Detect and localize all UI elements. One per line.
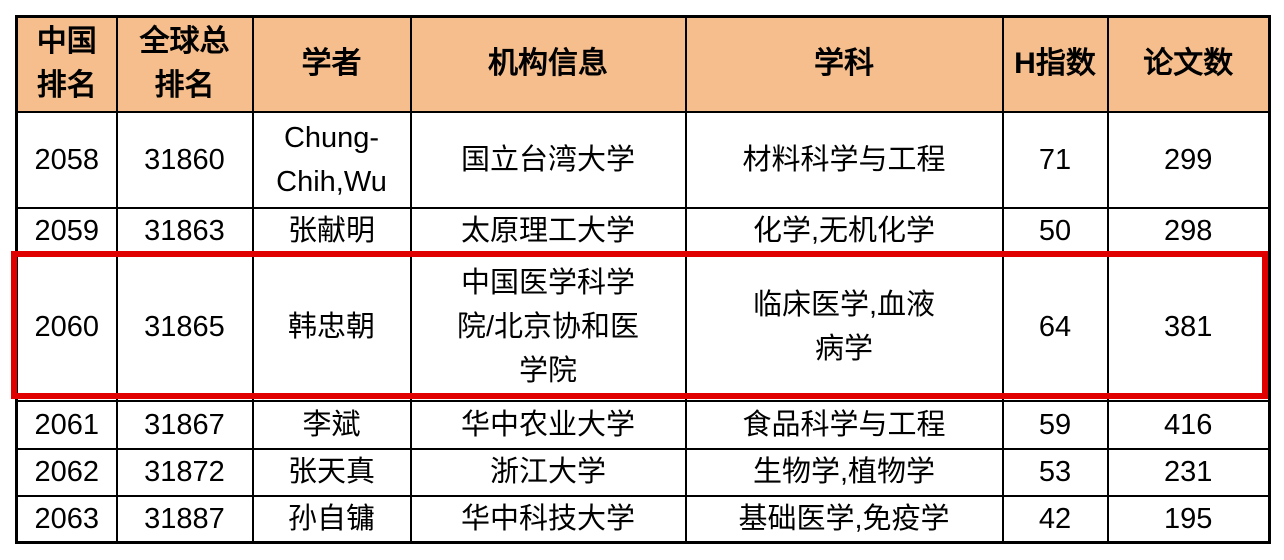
cell-cn-rank: 2060 bbox=[15, 252, 118, 402]
cell-cn-rank: 2063 bbox=[15, 494, 118, 543]
cell-discipline: 材料科学与工程 bbox=[684, 110, 1004, 209]
table-row: 2058 31860 Chung- Chih,Wu 国立台湾大学 材料科学与工程… bbox=[15, 110, 1271, 209]
cell-scholar: 李斌 bbox=[251, 399, 412, 450]
cell-global-rank: 31872 bbox=[115, 447, 254, 497]
cell-global-rank: 31867 bbox=[115, 399, 254, 450]
col-header-discipline: 学科 bbox=[684, 15, 1004, 113]
cell-discipline: 食品科学与工程 bbox=[684, 399, 1004, 450]
cell-cn-rank: 2062 bbox=[15, 447, 118, 497]
cell-institution: 太原理工大学 bbox=[409, 206, 687, 255]
cell-global-rank: 31860 bbox=[115, 110, 254, 209]
cell-discipline: 生物学,植物学 bbox=[684, 447, 1004, 497]
cell-cn-rank: 2058 bbox=[15, 110, 118, 209]
cell-scholar: 韩忠朝 bbox=[251, 252, 412, 402]
cell-h-index: 59 bbox=[1001, 399, 1109, 450]
cell-global-rank: 31887 bbox=[115, 494, 254, 543]
cell-h-index: 71 bbox=[1001, 110, 1109, 209]
cell-scholar: 张献明 bbox=[251, 206, 412, 255]
cell-discipline: 基础医学,免疫学 bbox=[684, 494, 1004, 543]
cell-papers: 381 bbox=[1106, 252, 1271, 402]
cell-institution: 华中农业大学 bbox=[409, 399, 687, 450]
col-header-papers: 论文数 bbox=[1106, 15, 1271, 113]
table-row: 2061 31867 李斌 华中农业大学 食品科学与工程 59 416 bbox=[15, 399, 1271, 450]
cell-institution: 华中科技大学 bbox=[409, 494, 687, 543]
cell-scholar: 孙自镛 bbox=[251, 494, 412, 543]
cell-institution: 中国医学科学 院/北京协和医 学院 bbox=[409, 252, 687, 402]
cell-cn-rank: 2059 bbox=[15, 206, 118, 255]
col-header-h-index: H指数 bbox=[1001, 15, 1109, 113]
cell-scholar: 张天真 bbox=[251, 447, 412, 497]
col-header-institution: 机构信息 bbox=[409, 15, 687, 113]
table-row: 2059 31863 张献明 太原理工大学 化学,无机化学 50 298 bbox=[15, 206, 1271, 255]
scholar-ranking-table: 中国 排名 全球总 排名 学者 机构信息 学科 H指数 论文数 2058 318… bbox=[15, 15, 1271, 544]
cell-papers: 298 bbox=[1106, 206, 1271, 255]
cell-h-index: 42 bbox=[1001, 494, 1109, 543]
table-row: 2063 31887 孙自镛 华中科技大学 基础医学,免疫学 42 195 bbox=[15, 494, 1271, 543]
table-header-row: 中国 排名 全球总 排名 学者 机构信息 学科 H指数 论文数 bbox=[15, 15, 1271, 113]
cell-cn-rank: 2061 bbox=[15, 399, 118, 450]
cell-scholar: Chung- Chih,Wu bbox=[251, 110, 412, 209]
cell-discipline: 临床医学,血液 病学 bbox=[684, 252, 1004, 402]
cell-global-rank: 31863 bbox=[115, 206, 254, 255]
cell-h-index: 50 bbox=[1001, 206, 1109, 255]
col-header-global-rank: 全球总 排名 bbox=[115, 15, 254, 113]
col-header-scholar: 学者 bbox=[251, 15, 412, 113]
cell-institution: 国立台湾大学 bbox=[409, 110, 687, 209]
cell-papers: 416 bbox=[1106, 399, 1271, 450]
table-row: 2062 31872 张天真 浙江大学 生物学,植物学 53 231 bbox=[15, 447, 1271, 497]
cell-h-index: 64 bbox=[1001, 252, 1109, 402]
cell-papers: 299 bbox=[1106, 110, 1271, 209]
cell-papers: 195 bbox=[1106, 494, 1271, 543]
cell-papers: 231 bbox=[1106, 447, 1271, 497]
cell-institution: 浙江大学 bbox=[409, 447, 687, 497]
table-row-highlighted: 2060 31865 韩忠朝 中国医学科学 院/北京协和医 学院 临床医学,血液… bbox=[15, 252, 1271, 402]
cell-global-rank: 31865 bbox=[115, 252, 254, 402]
cell-h-index: 53 bbox=[1001, 447, 1109, 497]
cell-discipline: 化学,无机化学 bbox=[684, 206, 1004, 255]
col-header-cn-rank: 中国 排名 bbox=[15, 15, 118, 113]
